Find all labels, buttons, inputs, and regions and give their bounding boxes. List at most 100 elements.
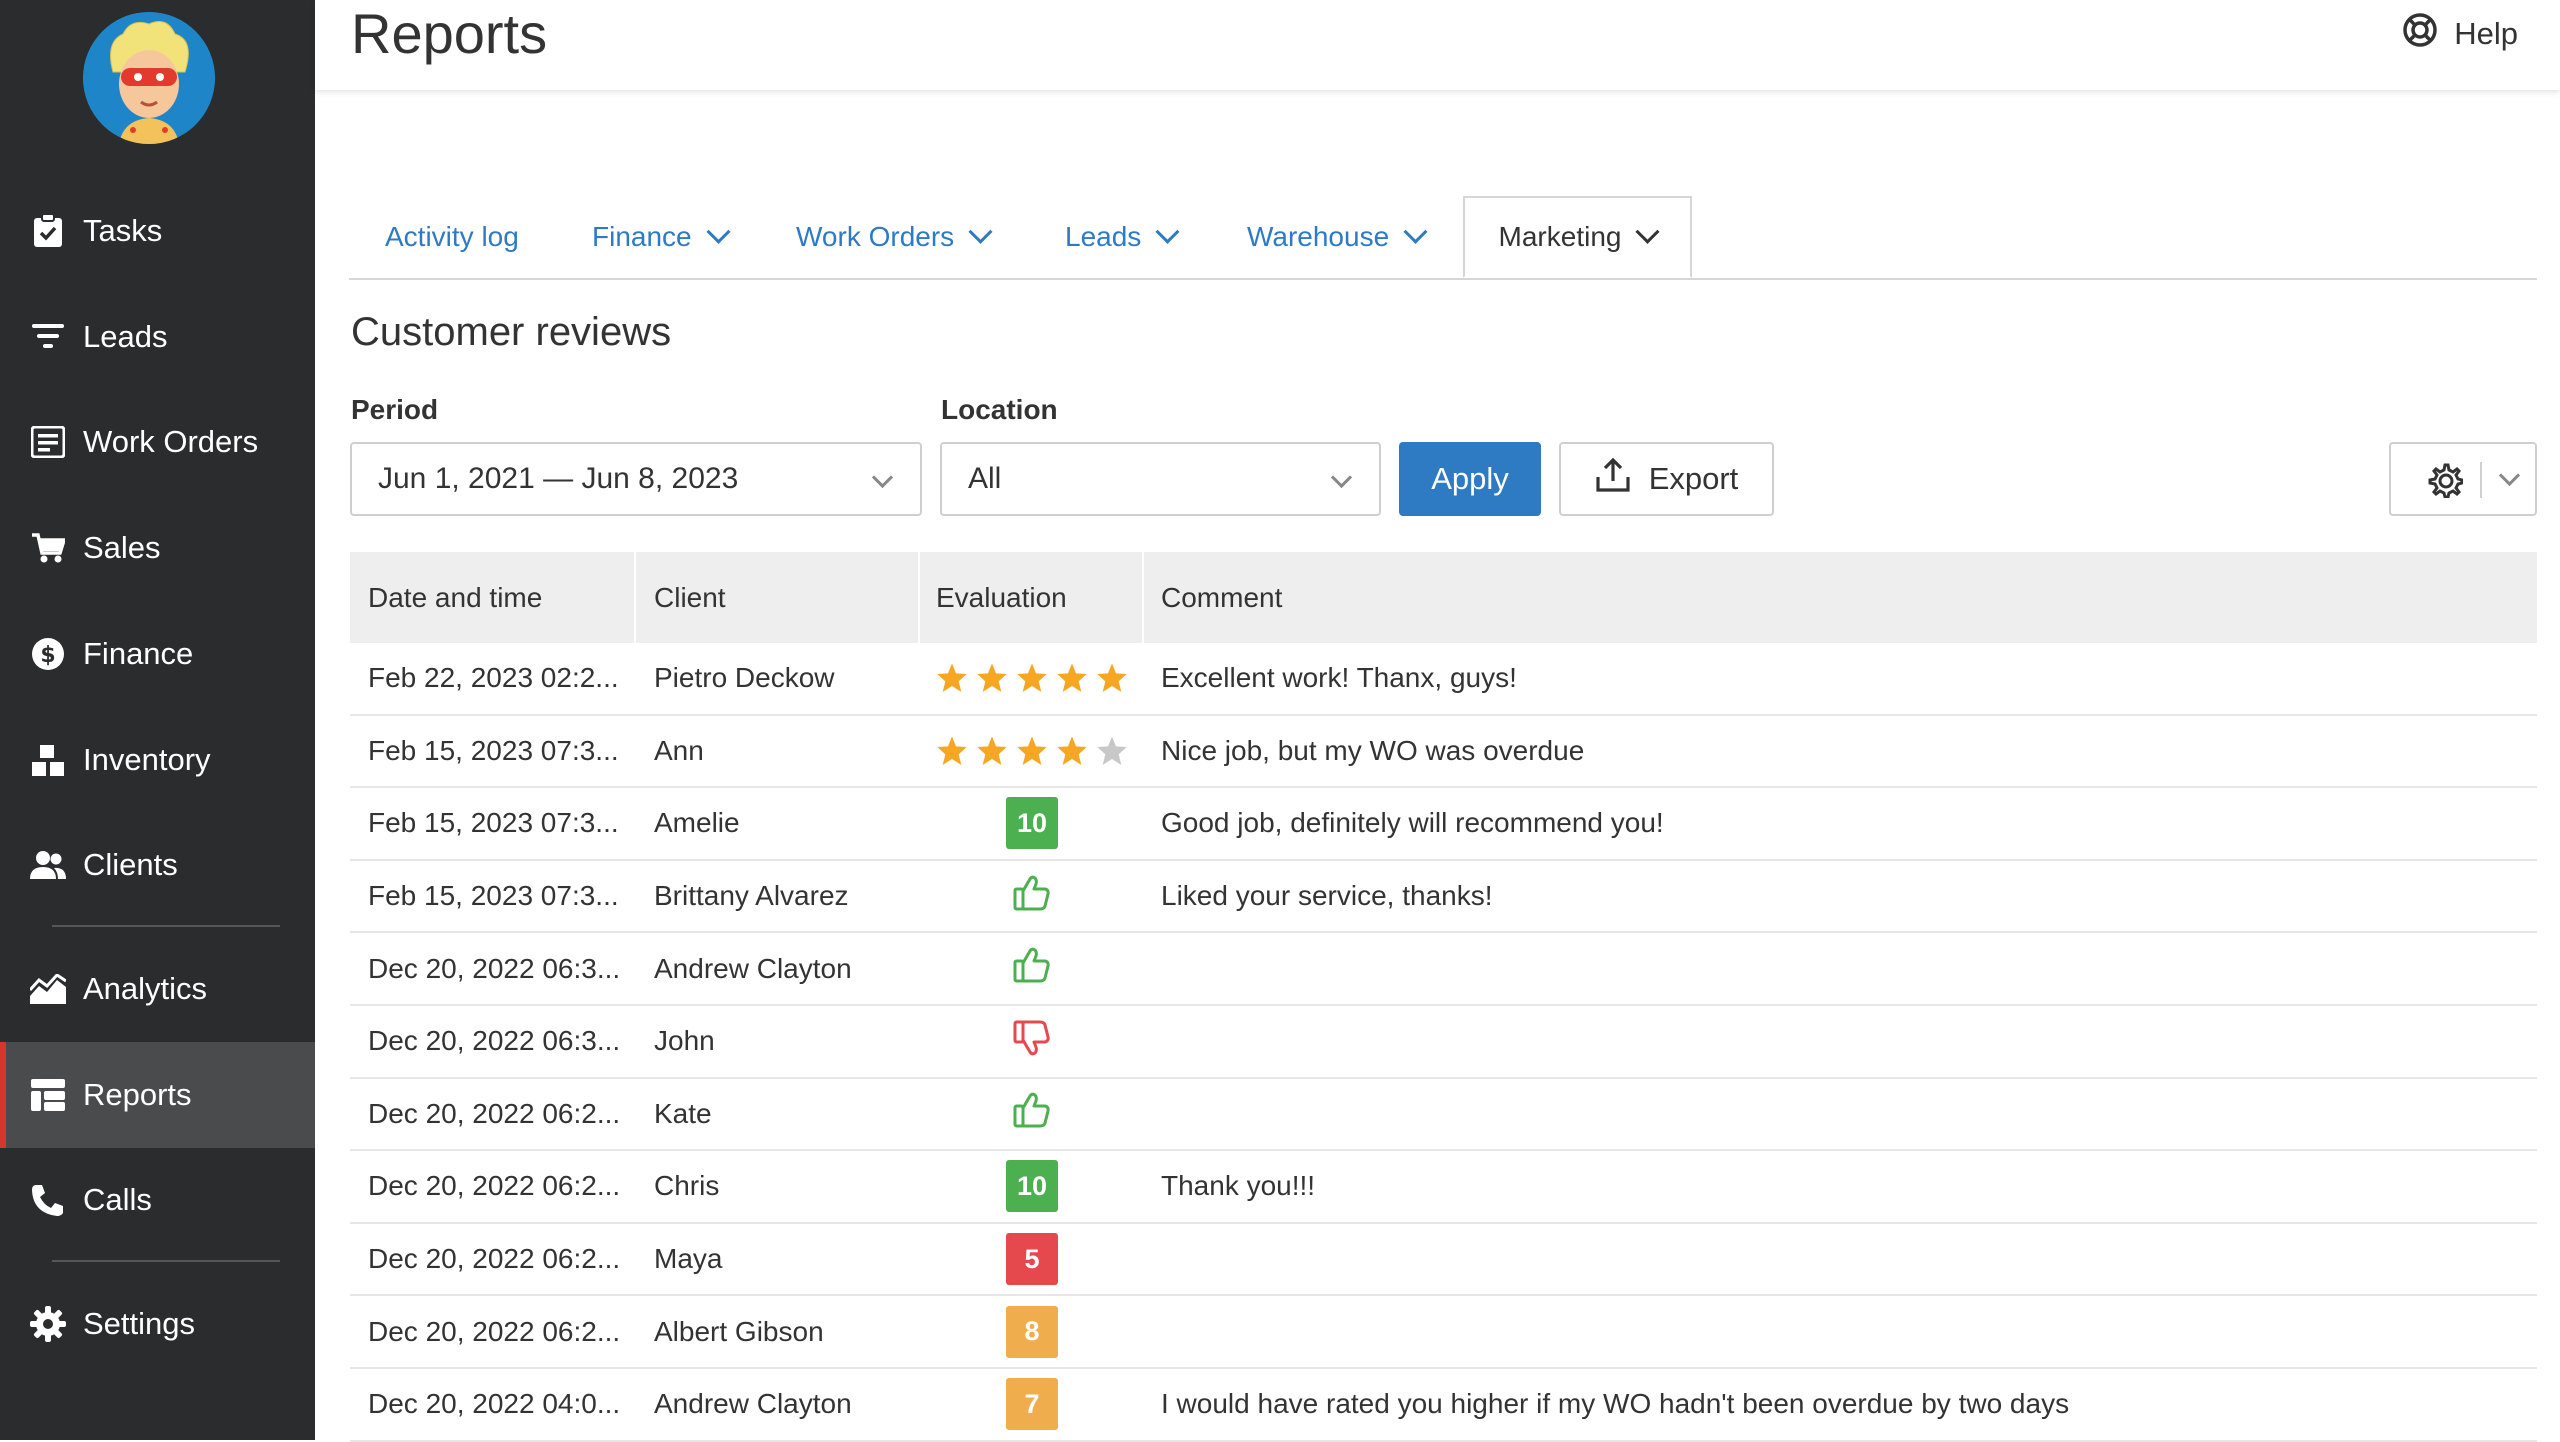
table-row[interactable]: Feb 15, 2023 07:3... Ann Nice job, but my … (350, 716, 2537, 789)
score-badge: 10 (1006, 797, 1058, 850)
sidebar-item-leads[interactable]: Leads (0, 284, 315, 390)
export-label: Export (1648, 461, 1739, 496)
client-cell: Andrew Clayton (654, 952, 852, 984)
table-row[interactable]: Feb 15, 2023 07:3... Brittany Alvarez Like… (350, 861, 2537, 934)
sidebar-item-calls[interactable]: Calls (0, 1147, 315, 1253)
column-header-date[interactable]: Date and time (350, 552, 636, 643)
table-row[interactable]: Dec 20, 2022 06:2... Kate (350, 1079, 2537, 1152)
gear-icon (2427, 462, 2464, 503)
column-header-evaluation[interactable]: Evaluation (920, 552, 1144, 643)
evaluation-cell: 7 (920, 1369, 1144, 1440)
table-settings-button[interactable] (2389, 442, 2537, 516)
star-rating (936, 662, 1128, 694)
client-cell: Kate (654, 1097, 712, 1129)
tab-activity-log[interactable]: Activity log (385, 196, 519, 278)
client-cell: Chris (654, 1170, 720, 1202)
evaluation-cell: 8 (920, 1296, 1144, 1367)
tab-warehouse[interactable]: Warehouse (1247, 196, 1428, 278)
svg-text:$: $ (40, 643, 55, 668)
sidebar-item-label: Sales (83, 530, 161, 565)
client-cell: Albert Gibson (654, 1315, 824, 1347)
chevron-down-icon (871, 466, 894, 489)
dollar-icon: $ (30, 636, 66, 672)
evaluation-cell: 5 (920, 1224, 1144, 1295)
sidebar-item-work-orders[interactable]: Work Orders (0, 389, 315, 495)
thumbs-down-icon (1013, 1019, 1051, 1064)
table-row[interactable]: Feb 15, 2023 07:3... Amelie 10 Good job, de… (350, 788, 2537, 861)
score-badge: 7 (1006, 1378, 1058, 1431)
sidebar-divider (52, 925, 280, 927)
tab-label: Work Orders (796, 221, 955, 252)
date-cell: Dec 20, 2022 04:0... (368, 1388, 621, 1420)
page-title: Reports (351, 2, 548, 65)
phone-icon (30, 1182, 66, 1218)
table-row[interactable]: Dec 20, 2022 06:3... John (350, 1006, 2537, 1079)
evaluation-cell (920, 933, 1144, 1004)
sidebar-item-reports[interactable]: Reports (0, 1042, 315, 1148)
table-header: Date and time Client Evaluation Comment (350, 552, 2537, 643)
report-tabs: Activity log Finance Work Orders Leads W… (349, 196, 2537, 280)
sidebar-item-analytics[interactable]: Analytics (0, 936, 315, 1042)
chevron-down-icon (1403, 219, 1428, 244)
star-filled-icon (977, 736, 1007, 765)
tab-marketing[interactable]: Marketing (1463, 196, 1692, 278)
table-row[interactable]: Dec 20, 2022 06:3... Andrew Clayton (350, 933, 2537, 1006)
chevron-down-icon (706, 219, 731, 244)
evaluation-cell (920, 1079, 1144, 1150)
sidebar-item-label: Inventory (83, 742, 211, 777)
period-select[interactable]: Jun 1, 2021 — Jun 8, 2023 (350, 442, 922, 516)
work-order-icon (30, 424, 66, 460)
table-icon (30, 1077, 66, 1113)
sidebar-item-inventory[interactable]: Inventory (0, 707, 315, 813)
client-cell: Maya (654, 1243, 723, 1275)
sidebar-item-tasks[interactable]: Tasks (0, 178, 315, 284)
funnel-icon (30, 319, 66, 355)
sidebar-item-settings[interactable]: Settings (0, 1271, 315, 1377)
date-cell: Dec 20, 2022 06:2... (368, 1170, 621, 1202)
comment-cell: Liked your service, thanks! (1161, 880, 1493, 912)
chevron-down-icon[interactable] (2498, 464, 2521, 487)
tab-work-orders[interactable]: Work Orders (796, 196, 993, 278)
chart-icon (30, 971, 66, 1007)
period-value: Jun 1, 2021 — Jun 8, 2023 (378, 462, 739, 495)
sidebar-item-clients[interactable]: Clients (0, 812, 315, 918)
help-link[interactable]: Help (2402, 12, 2518, 56)
location-select[interactable]: All (940, 442, 1381, 516)
table-row[interactable]: Dec 20, 2022 06:2... Chris 10 Thank you!!! (350, 1151, 2537, 1224)
star-filled-icon (1017, 663, 1047, 693)
client-cell: Andrew Clayton (654, 1388, 852, 1420)
date-cell: Feb 15, 2023 07:3... (368, 734, 619, 766)
user-avatar[interactable] (83, 12, 215, 144)
score-badge: 5 (1006, 1233, 1058, 1286)
tab-label: Finance (592, 221, 692, 252)
upload-icon (1595, 457, 1631, 501)
table-row[interactable]: Feb 22, 2023 02:2... Pietro Deckow Excelle… (350, 643, 2537, 716)
client-cell: John (654, 1025, 715, 1057)
tab-leads[interactable]: Leads (1065, 196, 1180, 278)
thumbs-up-icon (1013, 946, 1051, 991)
tab-finance[interactable]: Finance (592, 196, 731, 278)
apply-button[interactable]: Apply (1399, 442, 1541, 516)
star-filled-icon (1057, 736, 1087, 765)
tab-label: Warehouse (1247, 221, 1390, 252)
table-row[interactable]: Dec 20, 2022 06:2... Albert Gibson 8 (350, 1296, 2537, 1369)
button-divider (2480, 462, 2482, 498)
help-label: Help (2454, 16, 2518, 51)
sidebar-item-finance[interactable]: $ Finance (0, 601, 315, 707)
sidebar-item-sales[interactable]: Sales (0, 495, 315, 601)
sidebar-item-label: Work Orders (83, 424, 259, 459)
table-row[interactable]: Dec 20, 2022 04:0... Andrew Clayton 7 I wou… (350, 1369, 2537, 1442)
client-cell: Brittany Alvarez (654, 880, 849, 912)
column-header-comment[interactable]: Comment (1161, 581, 1283, 613)
column-header-client[interactable]: Client (636, 552, 920, 643)
table-row[interactable]: Dec 20, 2022 06:2... Maya 5 (350, 1224, 2537, 1297)
comment-cell: I would have rated you higher if my WO h… (1161, 1388, 2070, 1420)
client-cell: Amelie (654, 807, 740, 839)
export-button[interactable]: Export (1559, 442, 1774, 516)
evaluation-cell (920, 861, 1144, 932)
client-cell: Pietro Deckow (654, 662, 835, 694)
star-filled-icon (977, 663, 1007, 693)
date-cell: Dec 20, 2022 06:2... (368, 1315, 621, 1347)
comment-cell: Thank you!!! (1161, 1170, 1316, 1202)
evaluation-cell (920, 716, 1144, 787)
